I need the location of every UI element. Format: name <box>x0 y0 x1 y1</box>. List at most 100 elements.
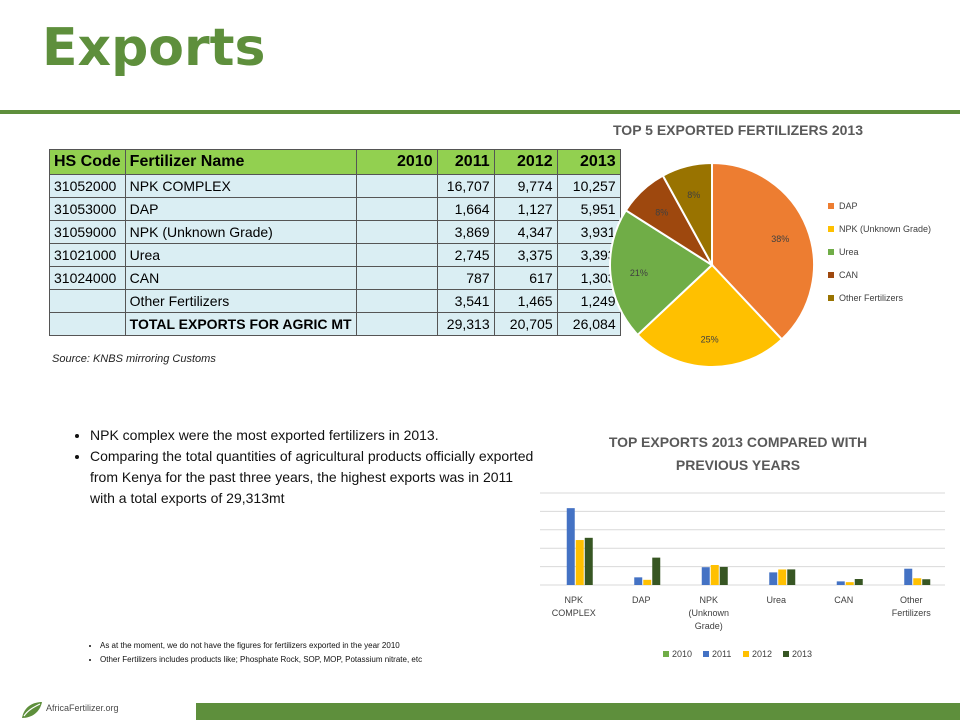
legend-label: DAP <box>839 201 858 211</box>
africafertilizer-logo: AfricaFertilizer.org <box>20 700 190 720</box>
cell-name: NPK (Unknown Grade) <box>124 220 357 244</box>
cell-2010 <box>355 243 438 267</box>
bar-chart: TOP EXPORTS 2013 COMPARED WITH PREVIOUS … <box>540 434 945 659</box>
bar-2012 <box>575 540 584 585</box>
cell-hs: 31021000 <box>49 243 126 267</box>
bar-2013 <box>787 569 796 585</box>
cell-2013: 5,951 <box>556 197 621 221</box>
table-row: 31052000 NPK COMPLEX 16,707 9,774 10,257 <box>49 174 621 198</box>
title-divider <box>0 110 960 114</box>
table-header-row: HS Code Fertilizer Name 2010 2011 2012 2… <box>49 149 621 175</box>
category-label: Fertilizers <box>892 608 932 618</box>
pie-chart-title: TOP 5 EXPORTED FERTILIZERS 2013 <box>613 122 863 138</box>
category-label: NPK <box>699 595 718 605</box>
cell-2010 <box>355 197 438 221</box>
legend-label: CAN <box>839 270 858 280</box>
cell-2013: 10,257 <box>556 174 621 198</box>
legend-swatch <box>828 226 834 232</box>
cell-2011: 787 <box>436 266 495 290</box>
pie-slice-urea <box>609 208 714 337</box>
legend-label: Urea <box>839 247 859 257</box>
legend-label: NPK (Unknown Grade) <box>839 224 931 234</box>
total-2011: 29,313 <box>436 312 495 336</box>
leaf-icon <box>22 702 42 718</box>
legend-label: 2012 <box>752 649 772 659</box>
cell-name: DAP <box>124 197 357 221</box>
cell-2013: 1,249 <box>556 289 621 313</box>
cell-2012: 3,375 <box>493 243 558 267</box>
total-2012: 20,705 <box>493 312 558 336</box>
list-item: Comparing the total quantities of agricu… <box>90 446 540 509</box>
cell-2010 <box>355 289 438 313</box>
pie-slice-other-fertilizers <box>661 161 713 266</box>
legend-swatch <box>703 651 709 657</box>
cell-name: NPK COMPLEX <box>124 174 357 198</box>
list-item: NPK complex were the most exported ferti… <box>90 425 540 446</box>
cell-2010 <box>355 266 438 290</box>
bar-2011 <box>634 577 643 585</box>
page-title: Exports <box>42 18 266 78</box>
pie-data-label: 38% <box>771 234 789 244</box>
bar-chart-title-line-1: TOP EXPORTS 2013 COMPARED WITH <box>609 434 867 450</box>
cell-2011: 3,869 <box>436 220 495 244</box>
header-fertilizer-name: Fertilizer Name <box>124 149 357 175</box>
header-hs-code: HS Code <box>49 149 126 175</box>
legend-swatch <box>663 651 669 657</box>
bar-2013 <box>652 557 661 585</box>
bar-2011 <box>701 567 710 585</box>
cell-2013: 3,931 <box>556 220 621 244</box>
bar-chart-title-line-2: PREVIOUS YEARS <box>676 457 800 473</box>
bar-2012 <box>913 578 922 585</box>
header-2012: 2012 <box>493 149 558 175</box>
cell-2010 <box>355 312 438 336</box>
category-label: Urea <box>766 595 786 605</box>
legend-label: 2013 <box>792 649 812 659</box>
footnotes-list: As at the moment, we do not have the fig… <box>88 639 520 667</box>
bar-2011 <box>566 508 575 585</box>
bar-2011 <box>769 572 778 585</box>
table-row: 31021000 Urea 2,745 3,375 3,393 <box>49 243 621 267</box>
bar-2013 <box>922 579 931 585</box>
pie-data-label: 8% <box>687 190 700 200</box>
legend-swatch <box>828 249 834 255</box>
header-2013: 2013 <box>556 149 621 175</box>
category-label: DAP <box>632 595 651 605</box>
legend-swatch <box>783 651 789 657</box>
bar-2011 <box>904 568 913 585</box>
cell-2012: 4,347 <box>493 220 558 244</box>
header-2010: 2010 <box>355 149 438 175</box>
pie-slice-npk-unknown-grade <box>636 263 784 368</box>
legend-swatch <box>828 295 834 301</box>
header-2011: 2011 <box>436 149 495 175</box>
legend-label: 2010 <box>672 649 692 659</box>
legend-label: Other Fertilizers <box>839 293 904 303</box>
cell-2011: 2,745 <box>436 243 495 267</box>
exports-table: HS Code Fertilizer Name 2010 2011 2012 2… <box>49 149 621 336</box>
pie-data-label: 8% <box>655 207 668 217</box>
logo-text: AfricaFertilizer.org <box>46 703 119 713</box>
list-item: Other Fertilizers includes products like… <box>100 653 520 667</box>
legend-swatch <box>743 651 749 657</box>
cell-2011: 3,541 <box>436 289 495 313</box>
pie-data-label: 25% <box>701 334 719 344</box>
table-row: 31053000 DAP 1,664 1,127 5,951 <box>49 197 621 221</box>
category-label: COMPLEX <box>552 608 596 618</box>
total-label: TOTAL EXPORTS FOR AGRIC MT <box>124 312 357 336</box>
list-item: As at the moment, we do not have the fig… <box>100 639 520 653</box>
cell-2012: 1,127 <box>493 197 558 221</box>
category-label: CAN <box>834 595 853 605</box>
total-2013: 26,084 <box>556 312 621 336</box>
cell-hs: 31059000 <box>49 220 126 244</box>
pie-slice-dap <box>711 161 815 341</box>
cell-2011: 1,664 <box>436 197 495 221</box>
legend-swatch <box>828 203 834 209</box>
key-findings-list: NPK complex were the most exported ferti… <box>60 425 540 509</box>
pie-data-label: 21% <box>630 268 648 278</box>
pie-chart: TOP 5 EXPORTED FERTILIZERS 2013 38% 25% 21… <box>609 122 931 368</box>
legend-swatch <box>828 272 834 278</box>
table-row: 31059000 NPK (Unknown Grade) 3,869 4,347… <box>49 220 621 244</box>
bar-2012 <box>643 579 652 585</box>
cell-hs <box>49 312 126 336</box>
bar-2013 <box>854 579 863 585</box>
cell-name: CAN <box>124 266 357 290</box>
